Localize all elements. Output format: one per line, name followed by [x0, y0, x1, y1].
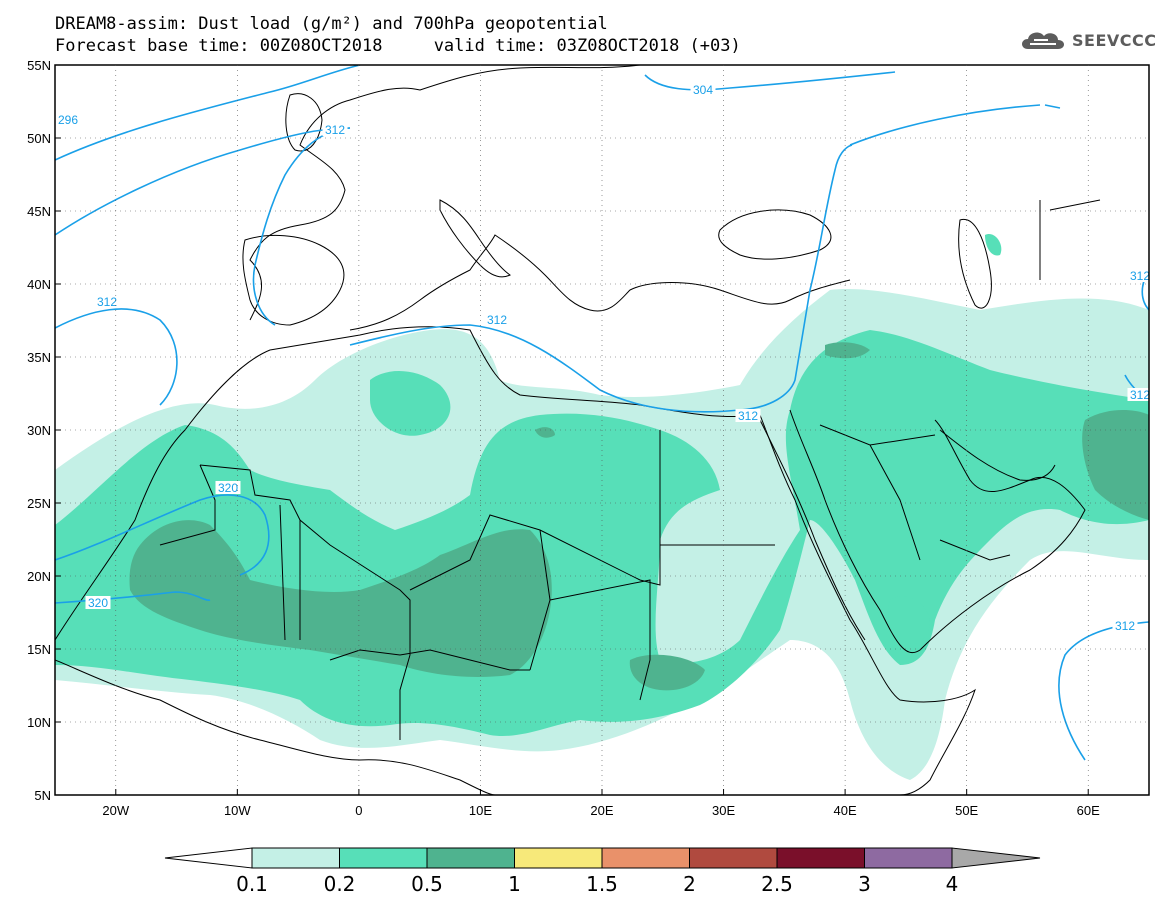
contour-label-bg [215, 481, 241, 494]
latitude-labels: 55N 50N 45N 40N 35N 30N 25N 20N 15N 10N 5N [27, 58, 61, 803]
contour-label-bg [484, 313, 510, 326]
contour-label: 320 [88, 596, 108, 610]
lat-tick-label: 5N [34, 788, 51, 803]
contour-label: 304 [693, 83, 713, 97]
contour-label-bg [94, 295, 120, 308]
contour-label: 312 [325, 123, 345, 137]
black-sea-coastline [718, 209, 832, 260]
colorbar: 0.1 0.2 0.5 1 1.5 2 2.5 3 4 [164, 847, 1041, 896]
graticule [55, 65, 1149, 795]
longitude-labels: 20W 10W 0 10E 20E 30E 40E 50E 60E [102, 789, 1100, 818]
contour-labels: 296 304 312 312 312 312 320 320 312 312 312 [55, 83, 1153, 633]
title-line-2: Forecast base time: 00Z08OCT2018 valid t… [55, 36, 741, 56]
arabia-coastline [789, 409, 1086, 653]
contour-label-bg [1112, 619, 1138, 632]
contour-label-bg [690, 83, 716, 96]
uk-coastline [285, 93, 323, 152]
colorbar-label: 0.5 [411, 872, 443, 896]
lon-tick-label: 30E [712, 803, 735, 818]
red-sea-coastline [759, 419, 866, 641]
colorbar-segment [776, 847, 865, 869]
lat-tick-label: 40N [27, 277, 51, 292]
italy-coastline [439, 199, 511, 278]
colorbar-segment [251, 847, 340, 869]
title-line-1: DREAM8-assim: Dust load (g/m²) and 700hP… [55, 14, 608, 34]
colorbar-segment [426, 847, 515, 869]
europe-coastline [249, 65, 851, 331]
lat-tick-label: 25N [27, 496, 51, 511]
caspian-sea-coastline [958, 218, 992, 309]
colorbar-label: 2 [683, 872, 696, 896]
lat-tick-label: 30N [27, 423, 51, 438]
contour-320-upper [55, 494, 270, 576]
contour-label: 296 [58, 113, 78, 127]
lon-tick-label: 10W [224, 803, 251, 818]
lat-tick-label: 15N [27, 642, 51, 657]
contour-label: 312 [1130, 388, 1150, 402]
country-borders [159, 199, 1101, 740]
lat-tick-label: 10N [27, 715, 51, 730]
colorbar-segment [689, 847, 778, 869]
colorbar-label: 3 [858, 872, 871, 896]
contour-label-bg [55, 113, 81, 126]
logo-text: SEEVCCC [1072, 30, 1157, 50]
contour-label-bg [322, 123, 348, 136]
lat-tick-label: 50N [27, 131, 51, 146]
colorbar-segment [601, 847, 690, 869]
contour-label: 312 [97, 295, 117, 309]
colorbar-segment [339, 847, 428, 869]
colorbar-over-arrow [951, 847, 1041, 869]
contour-label-bg [1127, 388, 1153, 401]
contour-312-west [55, 308, 178, 406]
lat-tick-label: 35N [27, 350, 51, 365]
lat-tick-label: 20N [27, 569, 51, 584]
lon-tick-label: 40E [834, 803, 857, 818]
lon-tick-label: 20W [102, 803, 129, 818]
lon-tick-label: 60E [1077, 803, 1100, 818]
africa-coastline [55, 326, 976, 795]
colorbar-label: 0.1 [236, 872, 268, 896]
contour-312-east [1058, 621, 1149, 761]
colorbar-under-arrow [164, 847, 253, 869]
contour-label-bg [85, 596, 111, 609]
iberia-coastline [242, 235, 345, 326]
colorbar-label: 1 [508, 872, 521, 896]
lat-tick-label: 45N [27, 204, 51, 219]
contour-label: 312 [738, 409, 758, 423]
dust-load-layer [55, 234, 1149, 780]
colorbar-label: 2.5 [761, 872, 793, 896]
colorbar-segment [864, 847, 953, 869]
contour-312-north [252, 104, 1061, 326]
contour-304-east [644, 71, 896, 91]
lon-tick-label: 0 [355, 803, 362, 818]
logo: SEEVCCC [1018, 26, 1157, 54]
cloud-icon [1022, 32, 1064, 49]
contour-label-bg [735, 409, 761, 422]
persian-gulf-coastline [939, 429, 1056, 481]
lon-tick-label: 20E [590, 803, 613, 818]
lon-tick-label: 50E [955, 803, 978, 818]
coastline-layer [55, 65, 1101, 795]
contour-label: 312 [1115, 619, 1135, 633]
contour-296 [55, 65, 361, 161]
lon-tick-label: 10E [469, 803, 492, 818]
colorbar-label: 1.5 [586, 872, 618, 896]
contour-label: 312 [487, 313, 507, 327]
colorbar-label: 0.2 [324, 872, 356, 896]
colorbar-label: 4 [946, 872, 959, 896]
colorbar-segment [514, 847, 603, 869]
contour-label-bg [1127, 269, 1153, 282]
contour-304-west [55, 127, 351, 236]
contour-label: 312 [1130, 269, 1150, 283]
contour-label: 320 [218, 481, 238, 495]
lat-tick-label: 55N [27, 58, 51, 73]
dust-dark-region [129, 342, 1149, 691]
